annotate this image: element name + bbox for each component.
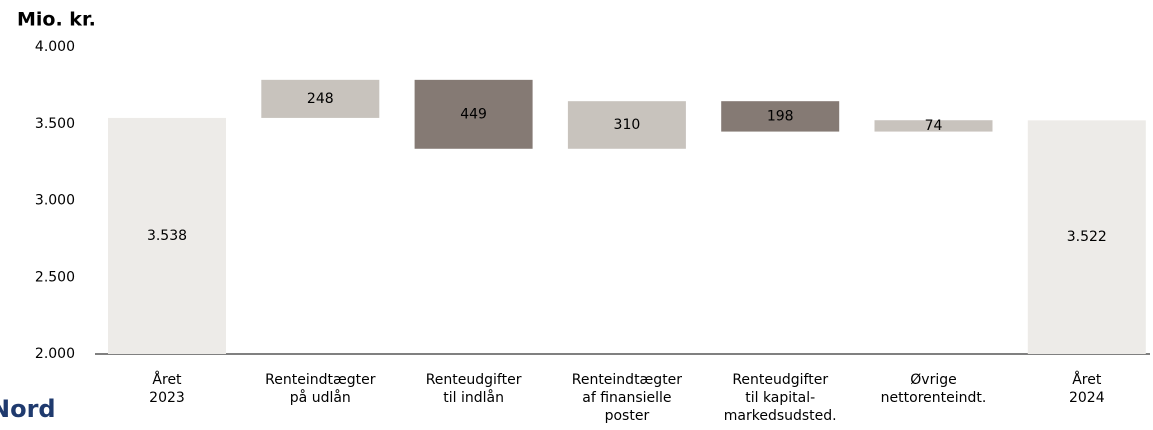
y-tick-label: 4.000 — [35, 39, 75, 55]
value-label: 449 — [460, 106, 487, 122]
x-tick-label: Øvrige nettorenteindt. — [881, 372, 987, 406]
bar — [1027, 120, 1146, 354]
y-tick-label: 2.500 — [35, 269, 75, 285]
bar — [108, 117, 226, 355]
value-label: 74 — [925, 118, 943, 134]
value-label: 248 — [307, 91, 334, 107]
x-tick-label-line: til indlån — [443, 389, 504, 406]
x-tick-label-line: på udlån — [290, 389, 351, 406]
bar — [567, 101, 686, 149]
x-tick-label-line: Renteudgifter — [426, 372, 522, 388]
x-tick-label: Renteudgifter til kapital-markedsudsted. — [724, 372, 837, 424]
x-tick-label: Renteudgifter til indlån — [426, 372, 522, 406]
value-label: 198 — [767, 108, 794, 124]
x-tick-label-line: Øvrige — [910, 372, 956, 388]
x-tick-label: Året 2024 — [1069, 371, 1105, 406]
x-tick-label-line: til kapital- — [745, 390, 815, 406]
y-tick-label: 3.500 — [35, 116, 75, 132]
x-tick-label-line: Renteindtægter — [265, 372, 376, 388]
x-tick-label-line: Året — [1072, 371, 1102, 388]
y-tick-label: 2.000 — [35, 346, 75, 362]
x-tick-label-line: 2024 — [1069, 390, 1105, 406]
x-tick-label-line: markedsudsted. — [724, 408, 837, 424]
bar — [874, 120, 993, 132]
x-tick-label-line: Renteudgifter — [732, 372, 828, 388]
logo: Nord — [0, 395, 56, 423]
value-label: 3.538 — [147, 228, 187, 244]
x-tick-label: Renteindtægter af finansielle poster — [572, 372, 683, 424]
bar — [414, 79, 533, 149]
x-tick-label-line: nettorenteindt. — [881, 390, 987, 406]
x-tick-label: Året 2023 — [149, 371, 185, 406]
x-tick-label-line: 2023 — [149, 390, 185, 406]
x-tick-label-line: poster — [605, 408, 650, 424]
x-tick-label-line: Renteindtægter — [572, 372, 683, 388]
x-tick-label-line: af finansielle — [582, 390, 671, 406]
value-label: 310 — [614, 117, 641, 133]
y-tick-label: 3.000 — [35, 193, 75, 209]
bar — [721, 101, 840, 132]
value-label: 3.522 — [1067, 229, 1107, 245]
y-axis-label: Mio. kr. — [17, 9, 96, 31]
x-tick-label-line: Året — [152, 371, 182, 388]
bar — [261, 79, 380, 118]
x-tick-label: Renteindtægter på udlån — [265, 372, 376, 406]
